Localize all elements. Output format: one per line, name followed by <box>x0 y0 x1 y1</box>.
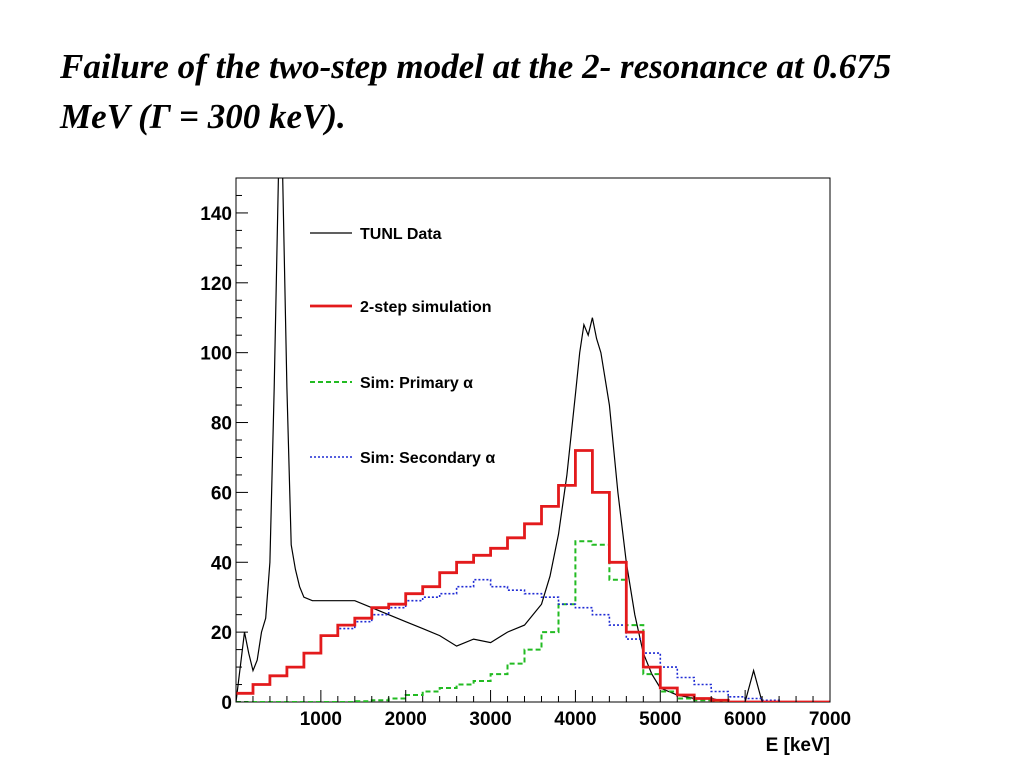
series-line-2 <box>236 540 830 702</box>
plot-frame <box>235 177 831 703</box>
legend: TUNL Data 2-step simulation Sim: Primary α… <box>310 226 495 467</box>
title-text-end: = 300 keV). <box>170 97 346 136</box>
x-tick-label: 1000 <box>300 709 342 730</box>
x-tick-label: 4000 <box>554 709 596 730</box>
chart-panel: 0 20 40 60 80 100 120 140 1000 2000 3000 4000 5000 60… <box>160 150 910 768</box>
legend-label-1: 2-step simulation <box>360 299 492 316</box>
y-tick-label: 0 <box>221 693 232 714</box>
legend-label-0: TUNL Data <box>360 226 442 243</box>
y-tick-label: 120 <box>200 274 232 295</box>
y-tick-label: 20 <box>211 623 232 644</box>
axes: 0 20 40 60 80 100 120 140 1000 2000 3000 4000 5000 60… <box>200 177 851 756</box>
series-line-0 <box>236 178 830 702</box>
chart-svg: 0 20 40 60 80 100 120 140 1000 2000 3000 4000 5000 60… <box>200 177 851 756</box>
x-tick-label: 5000 <box>639 709 681 730</box>
series-line-1 <box>236 449 830 702</box>
gamma-symbol: Γ <box>149 97 171 136</box>
x-tick-label: 7000 <box>809 709 851 730</box>
y-tick-label: 140 <box>200 204 232 225</box>
y-tick-label: 80 <box>211 414 232 435</box>
x-tick-label: 6000 <box>724 709 766 730</box>
x-tick-label: 3000 <box>469 709 511 730</box>
title-text-start: Failure of the two-step model at the 2- … <box>60 47 892 136</box>
y-tick-label: 40 <box>211 553 232 574</box>
y-tick-label: 60 <box>211 483 232 504</box>
series-line-3 <box>236 578 830 702</box>
x-tick-label: 2000 <box>385 709 427 730</box>
slide-title: Failure of the two-step model at the 2- … <box>60 42 960 142</box>
legend-label-2: Sim: Primary α <box>360 375 473 392</box>
y-tick-label: 100 <box>200 344 232 365</box>
x-axis-label: E [keV] <box>766 735 830 756</box>
legend-label-3: Sim: Secondary α <box>360 450 495 467</box>
